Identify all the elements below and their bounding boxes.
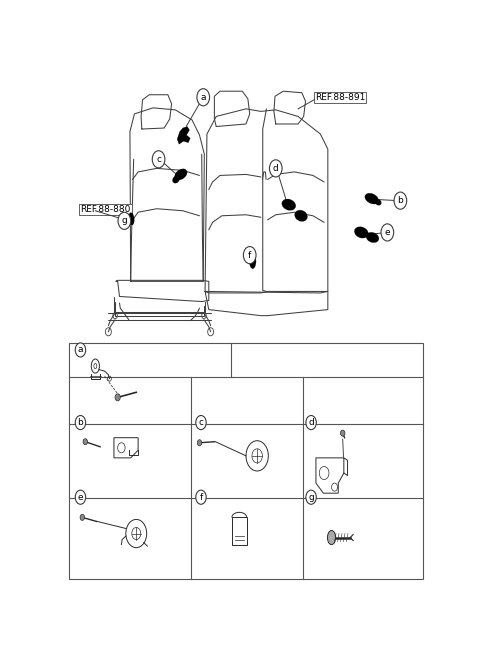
Text: d: d xyxy=(273,164,278,173)
Ellipse shape xyxy=(282,199,296,210)
Text: e: e xyxy=(384,228,390,237)
Text: f: f xyxy=(199,493,203,502)
Circle shape xyxy=(394,192,407,209)
Text: e: e xyxy=(78,493,83,502)
Circle shape xyxy=(243,246,256,264)
Text: 1125DM: 1125DM xyxy=(197,426,232,435)
Circle shape xyxy=(197,88,210,106)
Circle shape xyxy=(118,212,131,229)
Text: 1125KF: 1125KF xyxy=(322,429,354,438)
Text: 86549: 86549 xyxy=(322,424,349,433)
Text: 86549: 86549 xyxy=(81,424,107,433)
Bar xyxy=(232,517,247,545)
Circle shape xyxy=(80,514,84,521)
Text: 1125KF: 1125KF xyxy=(140,398,171,407)
Text: 1125KF: 1125KF xyxy=(78,504,109,514)
Text: b: b xyxy=(78,418,84,427)
Text: 89720A: 89720A xyxy=(309,457,341,466)
Ellipse shape xyxy=(354,227,368,238)
Text: b: b xyxy=(397,196,403,205)
Text: a: a xyxy=(201,93,206,102)
Bar xyxy=(69,343,423,579)
Ellipse shape xyxy=(327,531,336,544)
Circle shape xyxy=(75,415,85,430)
Circle shape xyxy=(75,343,85,357)
Ellipse shape xyxy=(175,169,187,180)
Circle shape xyxy=(75,490,85,504)
Text: f: f xyxy=(248,251,252,259)
Circle shape xyxy=(196,415,206,430)
Text: 89151A: 89151A xyxy=(235,426,267,435)
Text: a: a xyxy=(78,345,83,354)
Circle shape xyxy=(381,224,394,241)
Ellipse shape xyxy=(129,213,134,225)
Ellipse shape xyxy=(366,233,379,242)
Text: 1125KH: 1125KH xyxy=(355,534,387,542)
Circle shape xyxy=(196,490,206,504)
Ellipse shape xyxy=(172,176,180,183)
Polygon shape xyxy=(177,126,190,144)
Text: 89782: 89782 xyxy=(87,346,114,356)
Ellipse shape xyxy=(375,199,381,205)
Text: REF.88-891: REF.88-891 xyxy=(315,93,365,102)
Text: 89781: 89781 xyxy=(125,429,152,438)
Text: 1125KF: 1125KF xyxy=(81,429,112,438)
Text: 1125DG: 1125DG xyxy=(355,527,389,536)
Ellipse shape xyxy=(365,193,379,204)
Text: g: g xyxy=(308,493,314,502)
Text: c: c xyxy=(199,418,204,427)
Circle shape xyxy=(306,490,316,504)
Circle shape xyxy=(115,394,120,401)
Ellipse shape xyxy=(295,210,308,221)
Text: d: d xyxy=(308,418,314,427)
Text: 86549: 86549 xyxy=(78,499,104,508)
Circle shape xyxy=(306,415,316,430)
Text: c: c xyxy=(156,155,161,164)
Circle shape xyxy=(340,430,345,436)
Circle shape xyxy=(197,440,202,446)
Text: 68332A: 68332A xyxy=(222,491,254,500)
Text: 89151A: 89151A xyxy=(119,504,151,514)
Text: REF.88-880: REF.88-880 xyxy=(81,205,131,214)
Circle shape xyxy=(83,439,87,445)
Circle shape xyxy=(269,160,282,177)
Ellipse shape xyxy=(249,253,256,269)
Circle shape xyxy=(152,151,165,168)
Text: g: g xyxy=(121,216,127,225)
